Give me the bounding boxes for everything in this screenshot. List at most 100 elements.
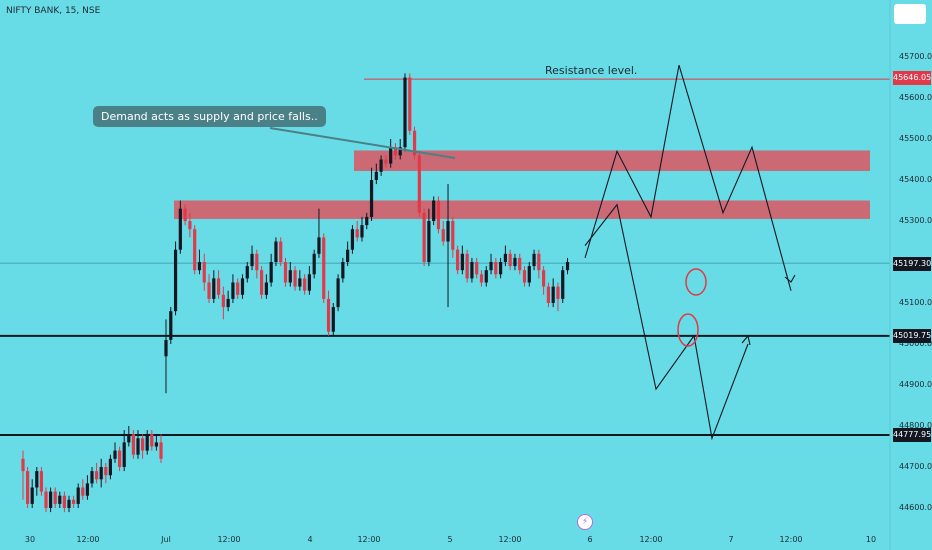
candle-body bbox=[164, 339, 168, 357]
price-label-support-1: 45019.75 bbox=[893, 329, 931, 343]
candle-body bbox=[131, 434, 135, 455]
candle-body bbox=[35, 471, 39, 488]
candle-body bbox=[532, 253, 536, 267]
arrowhead-icon bbox=[741, 334, 751, 346]
candle-body bbox=[326, 298, 331, 332]
candle-body bbox=[331, 307, 335, 332]
candle-body bbox=[436, 200, 441, 230]
candle-body bbox=[44, 491, 48, 508]
price-tick: 44900.00 bbox=[899, 380, 932, 389]
resistance-label: Resistance level. bbox=[545, 64, 638, 77]
candle-body bbox=[355, 229, 359, 238]
time-tick: 12:00 bbox=[217, 535, 241, 544]
candle-body bbox=[346, 249, 350, 262]
top-right-box[interactable] bbox=[894, 4, 926, 24]
price-tick: 45700.00 bbox=[899, 52, 932, 61]
candle-body bbox=[307, 274, 311, 291]
candle-body bbox=[546, 286, 550, 303]
projection-path-down bbox=[584, 203, 749, 441]
candle-body bbox=[384, 159, 388, 164]
candle-body bbox=[193, 229, 197, 271]
candle-body bbox=[317, 237, 321, 254]
candle-body bbox=[513, 257, 517, 267]
price-tick: 45300.00 bbox=[899, 216, 932, 225]
candle-body bbox=[245, 266, 249, 279]
candle-body bbox=[250, 253, 254, 267]
candle-body bbox=[216, 278, 221, 295]
candle-body bbox=[360, 225, 364, 238]
time-tick: 7 bbox=[728, 535, 734, 544]
time-tick: 5 bbox=[447, 535, 453, 544]
candle-body bbox=[58, 495, 62, 504]
candle-body bbox=[154, 442, 158, 447]
candle-body bbox=[412, 130, 417, 156]
candle-body bbox=[39, 471, 43, 492]
candle-body bbox=[26, 471, 30, 504]
candle-body bbox=[446, 221, 450, 242]
candle-body bbox=[460, 253, 464, 271]
lightning-icon[interactable]: ⚡ bbox=[577, 514, 593, 530]
time-tick: 12:00 bbox=[76, 535, 100, 544]
candle-body bbox=[417, 155, 421, 213]
candle-body bbox=[479, 274, 484, 283]
candle-body bbox=[393, 147, 398, 156]
time-tick: 12:00 bbox=[357, 535, 381, 544]
candle-body bbox=[255, 253, 259, 271]
candle-body bbox=[369, 180, 374, 217]
candle-body bbox=[183, 208, 187, 221]
price-label-support-2: 44777.95 bbox=[893, 428, 931, 442]
candle-body bbox=[169, 311, 173, 340]
candle-body bbox=[95, 471, 99, 480]
candle-body bbox=[489, 262, 493, 271]
candle-body bbox=[484, 270, 488, 283]
candle-body bbox=[159, 442, 163, 459]
candle-body bbox=[288, 270, 292, 283]
supply-zone bbox=[354, 150, 870, 171]
price-tick: 44700.00 bbox=[899, 462, 932, 471]
candle-body bbox=[264, 282, 268, 295]
candle-body bbox=[403, 77, 407, 148]
candle-body bbox=[556, 286, 560, 299]
time-tick: 30 bbox=[24, 535, 36, 544]
candle-body bbox=[441, 229, 445, 242]
candle-body bbox=[537, 253, 541, 271]
candle-body bbox=[341, 262, 345, 279]
candle-body bbox=[432, 200, 436, 221]
candle-body bbox=[322, 237, 326, 299]
symbol-label: NIFTY BANK, 15, NSE bbox=[6, 6, 101, 16]
candle-body bbox=[475, 262, 479, 275]
price-tick: 44800.00 bbox=[899, 421, 932, 430]
candle-body bbox=[178, 208, 182, 250]
candle-body bbox=[508, 253, 512, 267]
candle-body bbox=[451, 221, 455, 250]
candle-body bbox=[145, 434, 149, 451]
candle-body bbox=[212, 278, 216, 299]
time-tick: 10 bbox=[865, 535, 877, 544]
candle-body bbox=[127, 434, 131, 443]
candle-body bbox=[365, 216, 369, 226]
candle-body bbox=[465, 253, 469, 279]
candle-body bbox=[173, 249, 178, 312]
candle-body bbox=[522, 270, 527, 283]
candle-body bbox=[561, 270, 565, 299]
candle-body bbox=[49, 491, 53, 508]
candle-body bbox=[67, 499, 71, 508]
candle-body bbox=[303, 278, 307, 291]
candle-body bbox=[455, 249, 460, 271]
highlight-circle-upper bbox=[685, 268, 707, 296]
candle-body bbox=[408, 77, 412, 131]
candle-body bbox=[350, 229, 355, 250]
candle-body bbox=[104, 467, 108, 476]
candle-body bbox=[85, 483, 89, 496]
candle-body bbox=[188, 221, 192, 230]
candle-body bbox=[542, 270, 546, 287]
candle-body bbox=[260, 270, 264, 295]
candle-body bbox=[274, 241, 278, 262]
candle-body bbox=[108, 458, 112, 476]
price-tick: 45600.00 bbox=[899, 93, 932, 102]
time-tick: 12:00 bbox=[498, 535, 522, 544]
price-tick: 45100.00 bbox=[899, 298, 932, 307]
candle-body bbox=[76, 487, 80, 504]
